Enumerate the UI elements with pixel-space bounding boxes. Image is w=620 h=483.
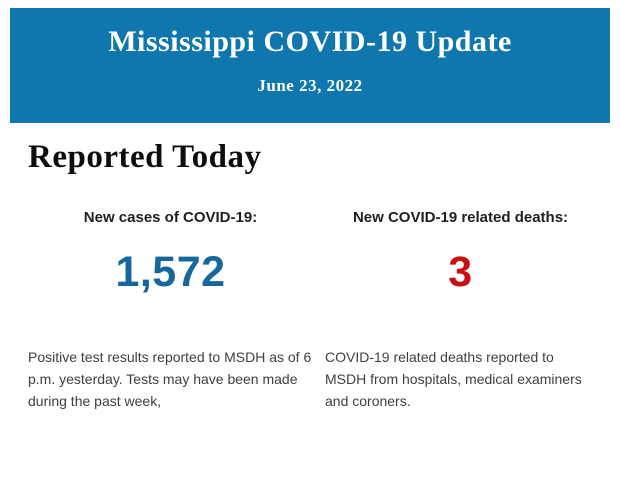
section-heading: Reported Today [28, 139, 262, 175]
header-banner: Mississippi COVID-19 Update June 23, 202… [10, 8, 610, 123]
stats-columns: New cases of COVID-19: 1,572 Positive te… [28, 210, 596, 412]
new-cases-description: Positive test results reported to MSDH a… [28, 349, 312, 409]
new-deaths-value: 3 [448, 248, 473, 296]
page-title: Mississippi COVID-19 Update [108, 25, 512, 58]
new-cases-value: 1,572 [115, 248, 226, 296]
stat-new-deaths: New COVID-19 related deaths: 3 COVID-19 … [325, 210, 596, 412]
stat-new-cases: New cases of COVID-19: 1,572 Positive te… [28, 210, 313, 412]
new-deaths-description: COVID-19 related deaths reported to MSDH… [325, 349, 582, 409]
new-deaths-label: New COVID-19 related deaths: [352, 209, 569, 226]
new-cases-label: New cases of COVID-19: [83, 209, 258, 226]
header-date: June 23, 2022 [257, 76, 363, 95]
